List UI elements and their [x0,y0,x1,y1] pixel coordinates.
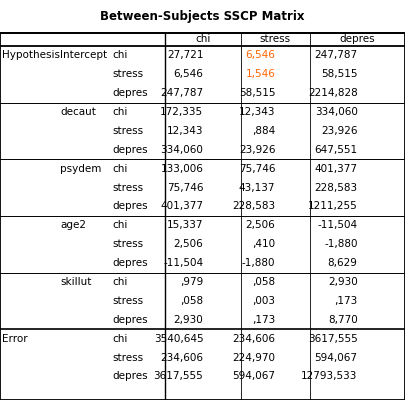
Text: 334,060: 334,060 [160,145,203,155]
Text: ,410: ,410 [252,239,275,249]
Text: 334,060: 334,060 [315,107,358,117]
Text: 228,583: 228,583 [232,202,275,212]
Text: 594,067: 594,067 [232,371,275,381]
Text: 75,746: 75,746 [239,164,275,174]
Text: Intercept: Intercept [60,50,107,60]
Text: 1,546: 1,546 [245,69,275,79]
Text: 15,337: 15,337 [167,220,203,230]
Text: 1211,255: 1211,255 [308,202,358,212]
Text: -11,504: -11,504 [318,220,358,230]
Text: 234,606: 234,606 [160,352,203,362]
Text: 247,787: 247,787 [315,50,358,60]
Text: 58,515: 58,515 [321,69,358,79]
Text: 401,377: 401,377 [315,164,358,174]
Text: depres: depres [113,315,148,325]
Text: 247,787: 247,787 [160,88,203,98]
Text: ,173: ,173 [335,296,358,306]
Text: 75,746: 75,746 [167,182,203,192]
Text: stress: stress [113,352,144,362]
Text: chi: chi [113,164,128,174]
Text: Between-Subjects SSCP Matrix: Between-Subjects SSCP Matrix [100,10,305,23]
Text: ,003: ,003 [252,296,275,306]
Text: skillut: skillut [60,277,91,287]
Text: 58,515: 58,515 [239,88,275,98]
Text: 6,546: 6,546 [245,50,275,60]
Text: stress: stress [113,69,144,79]
Text: 8,770: 8,770 [328,315,358,325]
Text: -11,504: -11,504 [163,258,203,268]
Text: stress: stress [113,296,144,306]
Text: 23,926: 23,926 [239,145,275,155]
Text: 12,343: 12,343 [239,107,275,117]
Text: chi: chi [113,277,128,287]
Text: depres: depres [113,145,148,155]
Text: stress: stress [260,34,291,44]
Text: age2: age2 [60,220,86,230]
Text: ,058: ,058 [180,296,203,306]
Text: depres: depres [113,88,148,98]
Text: Hypothesis: Hypothesis [2,50,60,60]
Text: 2,506: 2,506 [174,239,203,249]
Text: 172,335: 172,335 [160,107,203,117]
Text: psydem: psydem [60,164,101,174]
Text: chi: chi [113,107,128,117]
Text: 8,629: 8,629 [328,258,358,268]
Text: depres: depres [113,371,148,381]
Text: stress: stress [113,182,144,192]
Text: chi: chi [113,50,128,60]
Text: chi: chi [196,34,211,44]
Text: depres: depres [113,202,148,212]
Text: 23,926: 23,926 [321,126,358,136]
Text: 3617,555: 3617,555 [153,371,203,381]
Text: 594,067: 594,067 [315,352,358,362]
Text: 401,377: 401,377 [160,202,203,212]
Text: 6,546: 6,546 [173,69,203,79]
Text: 133,006: 133,006 [160,164,203,174]
Text: 27,721: 27,721 [167,50,203,60]
Text: stress: stress [113,239,144,249]
Text: Error: Error [2,334,28,344]
Text: depres: depres [113,258,148,268]
Text: 224,970: 224,970 [232,352,275,362]
Text: 2,506: 2,506 [246,220,275,230]
Text: -1,880: -1,880 [242,258,275,268]
Text: 12,343: 12,343 [167,126,203,136]
Text: 3617,555: 3617,555 [308,334,358,344]
Text: 2,930: 2,930 [174,315,203,325]
Text: chi: chi [113,220,128,230]
Text: stress: stress [113,126,144,136]
Text: ,979: ,979 [180,277,203,287]
Text: 43,137: 43,137 [239,182,275,192]
Text: -1,880: -1,880 [324,239,358,249]
Text: 2,930: 2,930 [328,277,358,287]
Text: ,058: ,058 [252,277,275,287]
Text: 647,551: 647,551 [315,145,358,155]
Text: ,884: ,884 [252,126,275,136]
Text: 3540,645: 3540,645 [153,334,203,344]
Text: 2214,828: 2214,828 [308,88,358,98]
Text: depres: depres [340,34,375,44]
Text: 228,583: 228,583 [315,182,358,192]
Text: ,173: ,173 [252,315,275,325]
Text: decaut: decaut [60,107,96,117]
Text: 234,606: 234,606 [232,334,275,344]
Text: 12793,533: 12793,533 [301,371,358,381]
Text: chi: chi [113,334,128,344]
